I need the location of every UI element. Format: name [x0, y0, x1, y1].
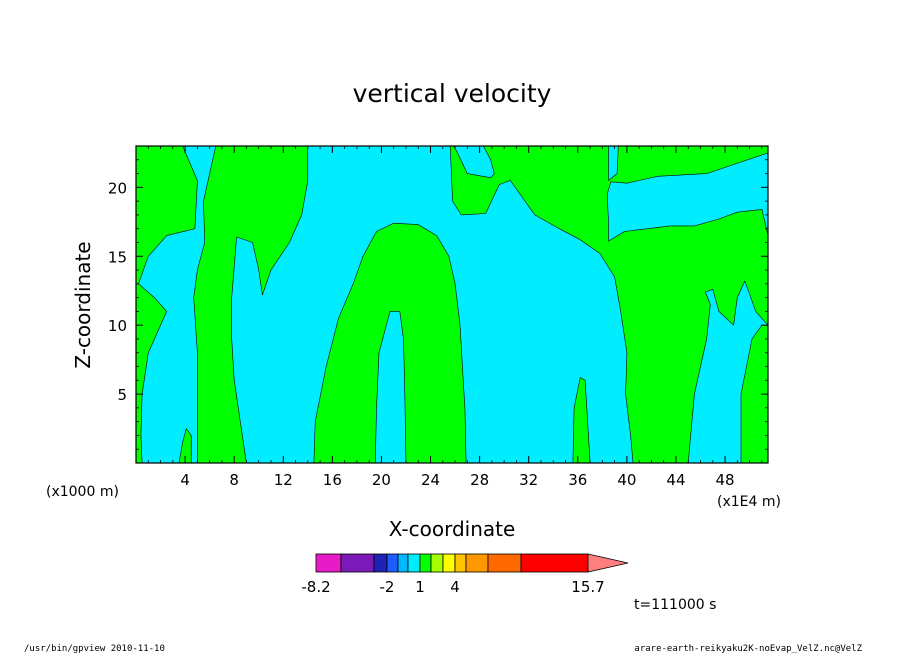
x-tick-label: 12 [274, 471, 293, 489]
colorbar-swatch [465, 553, 489, 573]
colorbar [315, 553, 629, 573]
contour-region-3 [193, 145, 309, 464]
x-tick-label: 24 [421, 471, 440, 489]
x-tick-label: 28 [470, 471, 489, 489]
plot-frame [135, 145, 769, 464]
y-tick-label: 5 [117, 386, 127, 404]
colorbar-labels: -8.2 -2 1 4 15.7 [301, 578, 604, 596]
y-tick-label: 10 [108, 317, 127, 335]
colorbar-swatch [397, 553, 409, 573]
y-tick-label: 20 [108, 179, 127, 197]
x-tick-label: 40 [617, 471, 636, 489]
contour-region-4 [313, 222, 467, 464]
colorbar-swatch [487, 553, 522, 573]
colorbar-label: -2 [380, 578, 395, 596]
colorbar-swatch [454, 553, 467, 573]
colorbar-swatch [407, 553, 421, 573]
x-unit-right: (x1E4 m) [717, 494, 781, 510]
contour-regions [135, 145, 769, 464]
x-axis-ticks: 4 8 12 16 20 24 28 32 36 40 44 48 [147, 146, 763, 489]
x-tick-label: 20 [372, 471, 391, 489]
colorbar-label: 15.7 [571, 578, 604, 596]
x-tick-label: 32 [519, 471, 538, 489]
colorbar-swatch [340, 553, 375, 573]
x-axis-label: X-coordinate [389, 517, 516, 541]
x-tick-label: 8 [229, 471, 239, 489]
y-axis-label: Z-coordinate [71, 241, 95, 368]
colorbar-swatch [520, 553, 589, 573]
y-tick-label: 15 [108, 248, 127, 266]
y-axis-ticks: 5 10 15 20 [108, 159, 768, 450]
colorbar-arrow [587, 553, 629, 573]
footer-left: /usr/bin/gpview 2010-11-10 [24, 644, 165, 654]
colorbar-swatch [442, 553, 456, 573]
time-label: t=111000 s [634, 597, 716, 613]
colorbar-swatch [430, 553, 444, 573]
footer-right: arare-earth-reikyaku2K-noEvap_VelZ.nc@Ve… [634, 644, 862, 654]
chart-title: vertical velocity [353, 79, 552, 108]
x-tick-label: 4 [180, 471, 190, 489]
x-tick-label: 48 [716, 471, 735, 489]
x-unit-left: (x1000 m) [46, 484, 119, 500]
colorbar-swatch [419, 553, 432, 573]
colorbar-label: 1 [415, 578, 425, 596]
colorbar-label: 4 [450, 578, 460, 596]
colorbar-label: -8.2 [301, 578, 330, 596]
colorbar-swatch [386, 553, 399, 573]
x-tick-label: 16 [323, 471, 342, 489]
colorbar-swatch [315, 553, 342, 573]
x-tick-label: 36 [568, 471, 587, 489]
x-tick-label: 44 [666, 471, 685, 489]
colorbar-swatch [373, 553, 388, 573]
